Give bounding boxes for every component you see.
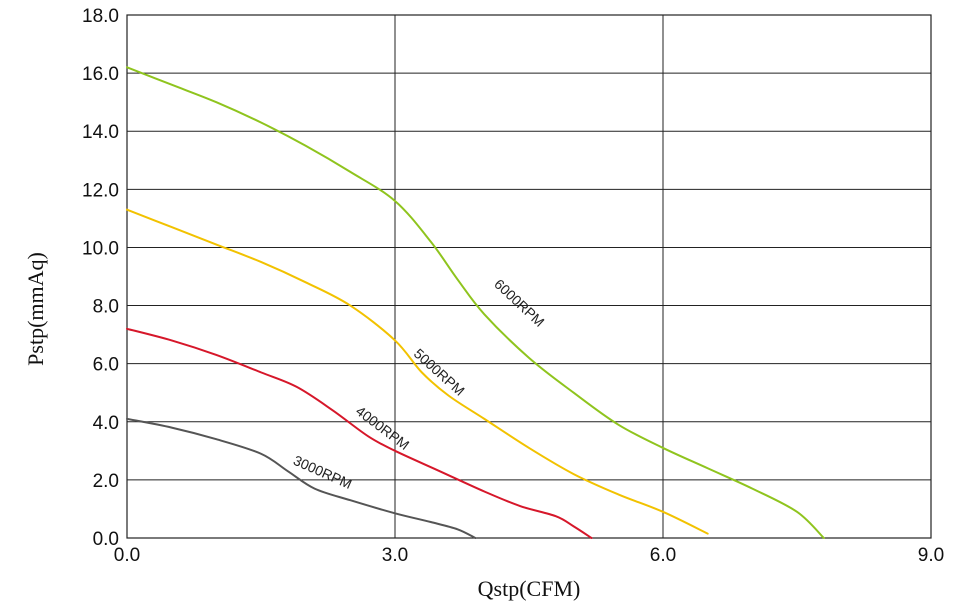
y-axis-ticks: 0.0 2.0 4.0 6.0 8.0 10.0 12.0 14.0 16.0 18.0 bbox=[82, 6, 119, 550]
y-tick-label: 18.0 bbox=[82, 6, 119, 27]
x-tick-label: 9.0 bbox=[918, 545, 944, 566]
curve-5000rpm bbox=[126, 208, 709, 535]
curve-3000rpm bbox=[126, 417, 477, 539]
y-tick-label: 14.0 bbox=[82, 122, 119, 143]
y-tick-label: 10.0 bbox=[82, 238, 119, 259]
plot-frame bbox=[126, 14, 932, 539]
y-axis-title: Pstp(mmAq) bbox=[23, 252, 48, 366]
y-tick-label: 16.0 bbox=[82, 64, 119, 85]
curve-label-3000rpm: 3000RPM bbox=[291, 452, 354, 492]
x-tick-label: 3.0 bbox=[382, 545, 408, 566]
y-tick-label: 4.0 bbox=[93, 413, 119, 434]
performance-curves bbox=[126, 66, 825, 539]
curve-label-5000rpm: 5000RPM bbox=[411, 345, 468, 399]
x-tick-label: 0.0 bbox=[114, 545, 140, 566]
curve-4000rpm bbox=[126, 327, 593, 539]
y-tick-label: 2.0 bbox=[93, 471, 119, 492]
y-tick-label: 0.0 bbox=[93, 529, 119, 550]
y-tick-label: 12.0 bbox=[82, 180, 119, 201]
y-tick-label: 8.0 bbox=[93, 297, 119, 318]
curve-6000rpm bbox=[126, 66, 825, 539]
x-tick-label: 6.0 bbox=[650, 545, 676, 566]
y-tick-label: 6.0 bbox=[93, 355, 119, 376]
x-axis-title: Qstp(CFM) bbox=[478, 576, 581, 601]
grid-lines bbox=[126, 14, 932, 539]
curve-label-6000rpm: 6000RPM bbox=[491, 276, 547, 330]
x-axis-ticks: 0.0 3.0 6.0 9.0 bbox=[114, 545, 944, 566]
